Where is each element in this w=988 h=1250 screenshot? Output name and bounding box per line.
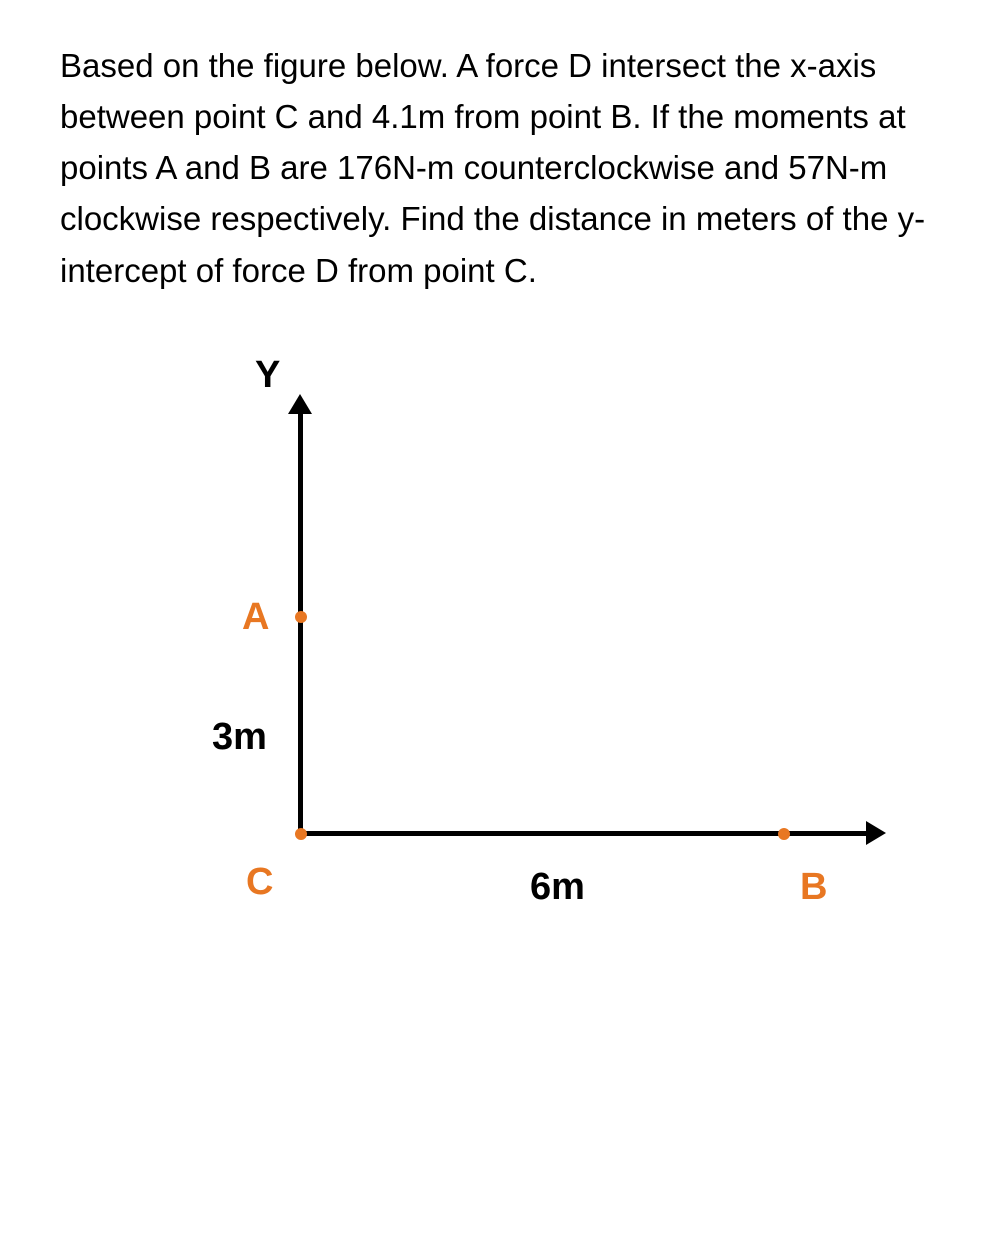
point-c-marker — [295, 828, 307, 840]
distance-a-c-label: 3m — [212, 716, 267, 759]
distance-c-b-label: 6m — [530, 866, 585, 909]
problem-statement: Based on the figure below. A force D int… — [60, 40, 928, 296]
point-c-label: C — [246, 861, 273, 904]
x-axis-arrow-icon — [866, 821, 886, 845]
point-a-marker — [295, 611, 307, 623]
point-b-label: B — [800, 866, 827, 909]
point-b-marker — [778, 828, 790, 840]
force-diagram: Y A 3m C 6m B — [140, 356, 890, 916]
point-a-label: A — [242, 596, 269, 639]
y-axis-label: Y — [255, 354, 280, 397]
